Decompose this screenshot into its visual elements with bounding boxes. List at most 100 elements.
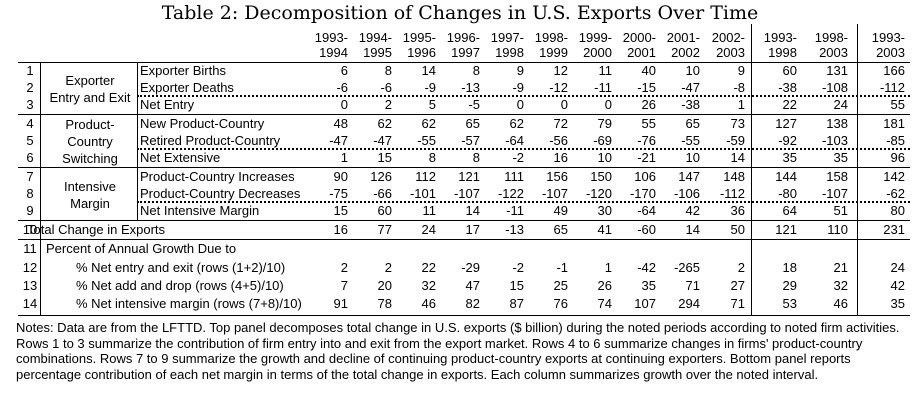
- table-cell: 46: [833, 296, 848, 311]
- table-cell: -80: [778, 186, 797, 201]
- table-cell: 112: [415, 169, 436, 184]
- table-cell: 50: [730, 222, 745, 237]
- table-cell: -21: [637, 150, 656, 165]
- row-number: 12: [22, 260, 38, 275]
- column-header: 2002- 2003: [685, 30, 745, 60]
- table-cell: 25: [553, 278, 568, 293]
- table-cell: 41: [597, 222, 612, 237]
- column-header-line: 1998-: [534, 30, 568, 45]
- row-label: Net Extensive: [140, 150, 221, 165]
- table-cell: 166: [883, 63, 905, 78]
- table-cell: 294: [678, 296, 700, 311]
- table-rule: [137, 201, 910, 203]
- table-cell: 51: [833, 203, 848, 218]
- table-cell: 1: [604, 260, 612, 275]
- table-cell: 65: [685, 116, 700, 131]
- column-header: 1998- 1999: [508, 30, 568, 60]
- table-cell: 148: [723, 169, 745, 184]
- column-header-line: 2003: [876, 45, 905, 60]
- table-rule: [137, 148, 910, 150]
- percent-section-header: Percent of Annual Growth Due to: [46, 241, 237, 256]
- column-header-line: 1994-: [358, 30, 392, 45]
- table-cell: -107: [541, 186, 568, 201]
- table-cell: -56: [549, 133, 568, 148]
- table-cell: 62: [421, 116, 436, 131]
- table-cell: 55: [890, 97, 905, 112]
- row-label: Net Entry: [140, 97, 195, 112]
- table-cell: -6: [380, 80, 392, 95]
- row-label: Product-Country Decreases: [140, 186, 301, 201]
- table-cell: 0: [604, 97, 612, 112]
- group-label-line: Exporter: [65, 72, 115, 88]
- group-label-line: Margin: [70, 195, 110, 211]
- table-cell: -13: [461, 80, 480, 95]
- table-cell: -57: [461, 133, 480, 148]
- table-cell: -120: [585, 186, 612, 201]
- column-header: 1994- 1995: [332, 30, 392, 60]
- column-header-line: 1995-: [402, 30, 436, 45]
- table-rule: [18, 315, 910, 316]
- column-header: 1997- 1998: [464, 30, 524, 60]
- table-cell: 9: [737, 63, 745, 78]
- column-header: 1993- 2003: [845, 30, 905, 60]
- table-cell: 30: [597, 203, 612, 218]
- table-cell: -265: [673, 260, 700, 275]
- table-cell: 0: [560, 97, 568, 112]
- table-cell: 21: [833, 260, 848, 275]
- group-label-line: Entry and Exit: [49, 89, 131, 105]
- table-cell: -1: [556, 260, 568, 275]
- table-cell: 71: [685, 278, 700, 293]
- table-cell: 64: [782, 203, 797, 218]
- column-header: 1995- 1996: [376, 30, 436, 60]
- table-cell: 35: [641, 278, 656, 293]
- table-cell: 2: [384, 260, 392, 275]
- table-cell: 48: [333, 116, 348, 131]
- table-cell: -5: [468, 97, 480, 112]
- table-cell: -15: [637, 80, 656, 95]
- table-cell: -92: [778, 133, 797, 148]
- table-cell: 46: [421, 296, 436, 311]
- table-cell: 10: [597, 150, 612, 165]
- table-cell: -11: [594, 80, 612, 95]
- row-number: 4: [26, 116, 34, 131]
- table-cell: -2: [512, 260, 524, 275]
- table-cell: 110: [827, 222, 848, 237]
- column-header-line: 1995: [363, 45, 392, 60]
- table-cell: -47: [681, 80, 700, 95]
- table-cell: 11: [422, 203, 437, 218]
- table-cell: -69: [593, 133, 612, 148]
- table-rule: [18, 114, 910, 115]
- table-cell: -107: [453, 186, 480, 201]
- table-cell: -9: [424, 80, 436, 95]
- table-cell: 150: [590, 169, 612, 184]
- table-cell: -75: [329, 186, 348, 201]
- column-header: 2000- 2001: [596, 30, 656, 60]
- table-cell: -13: [505, 222, 524, 237]
- table-cell: 8: [472, 63, 480, 78]
- table-cell: 42: [890, 278, 905, 293]
- column-header: 2001- 2002: [640, 30, 700, 60]
- row-number: 11: [23, 241, 37, 256]
- group-label-line: Country: [67, 134, 113, 149]
- table-cell: 126: [370, 169, 392, 184]
- table-rule: [18, 62, 910, 63]
- table-cell: 14: [421, 63, 436, 78]
- column-header-line: 1996: [407, 45, 436, 60]
- column-header-line: 2001-: [666, 30, 700, 45]
- table-cell: 22: [421, 260, 436, 275]
- column-header-line: 1998: [495, 45, 524, 60]
- column-header: 1993- 1998: [737, 30, 797, 60]
- group-label: Intensive Margin: [44, 169, 136, 220]
- table-cell: 11: [598, 63, 613, 78]
- table-cell: 8: [428, 150, 436, 165]
- table-cell: 22: [782, 97, 797, 112]
- table-cell: 5: [428, 97, 436, 112]
- table-cell: 27: [730, 278, 745, 293]
- table-cell: -59: [726, 133, 745, 148]
- table-cell: -64: [505, 133, 524, 148]
- table-cell: 76: [553, 296, 568, 311]
- table-cell: -2: [512, 150, 524, 165]
- table-cell: 156: [546, 169, 568, 184]
- table-cell: 142: [883, 169, 905, 184]
- table-cell: -9: [512, 80, 524, 95]
